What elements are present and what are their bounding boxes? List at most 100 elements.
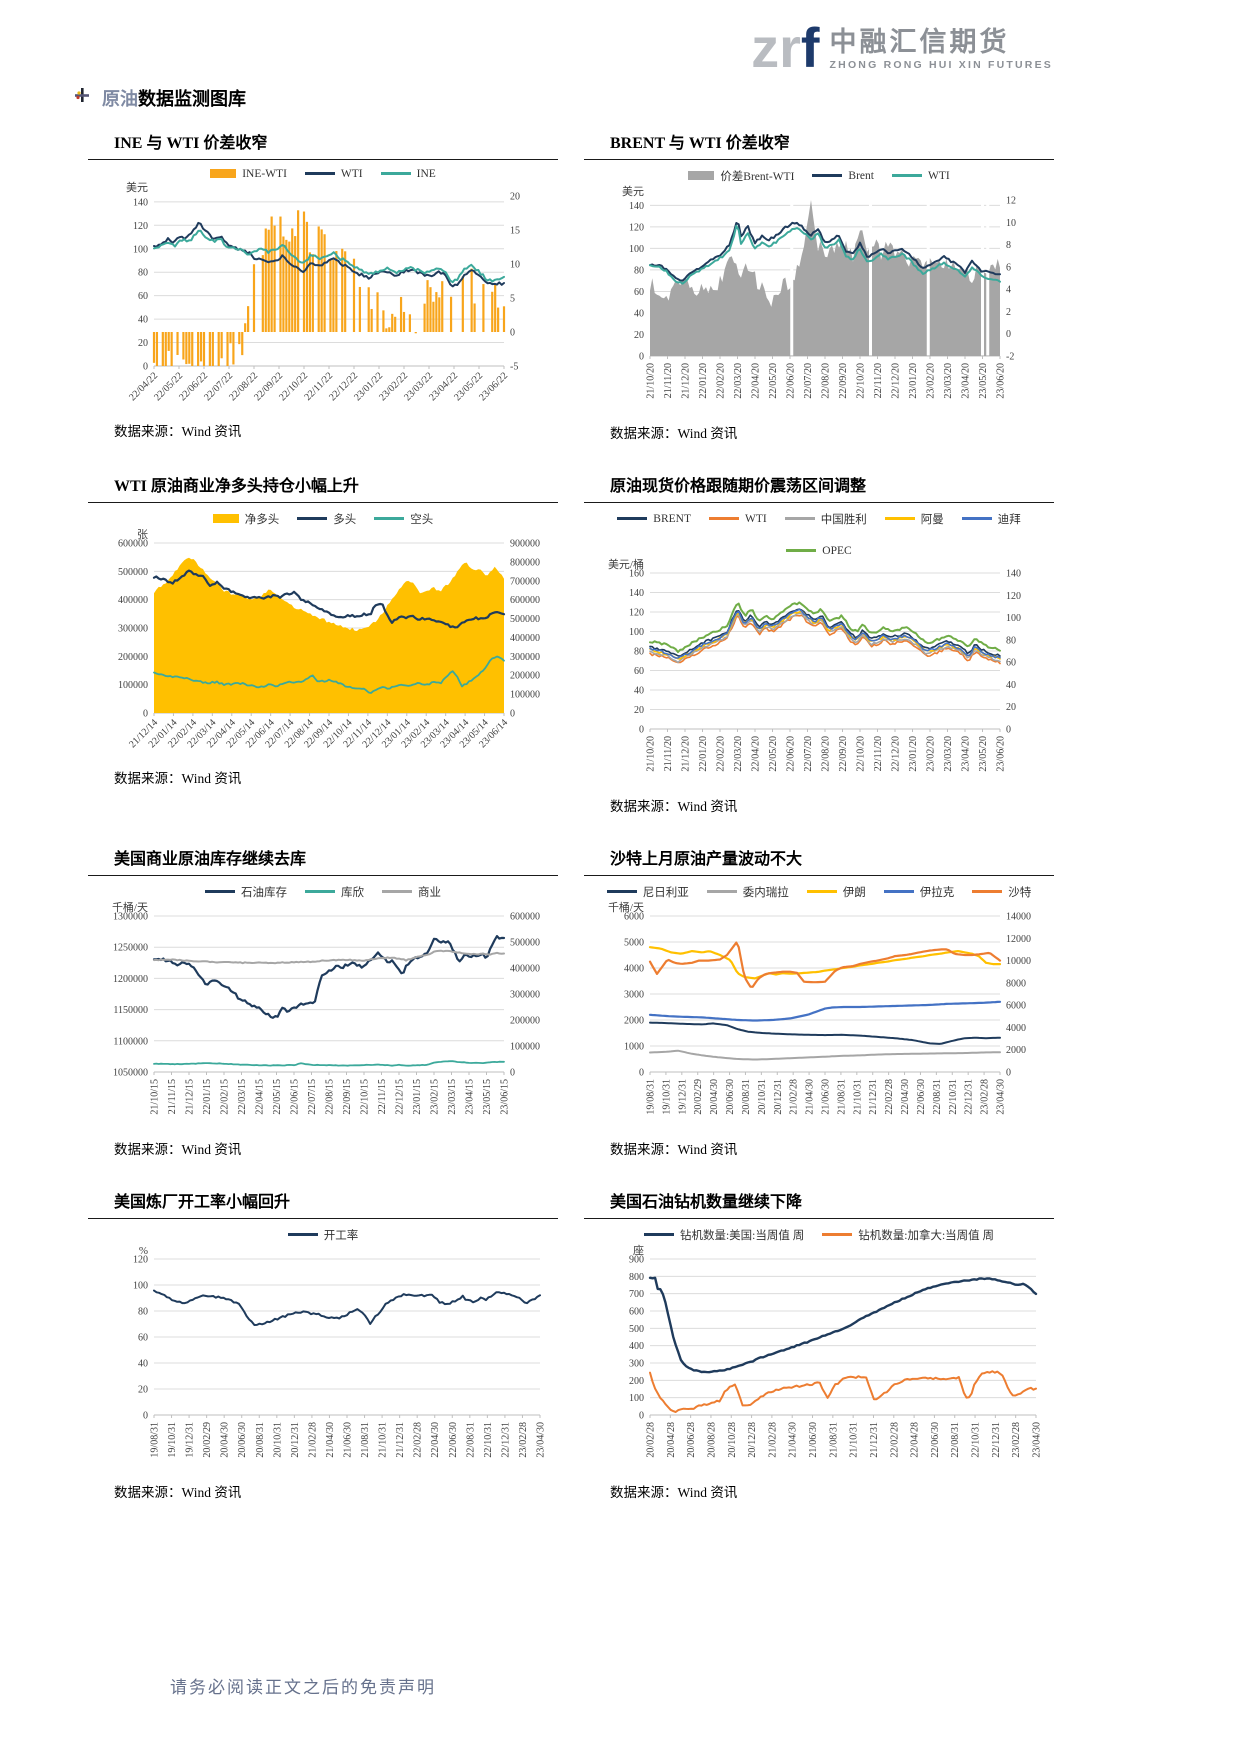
svg-text:40: 40 bbox=[634, 685, 644, 696]
svg-text:22/10/20: 22/10/20 bbox=[856, 736, 867, 772]
legend-swatch bbox=[304, 172, 335, 176]
svg-text:22/12/20: 22/12/20 bbox=[891, 736, 902, 772]
svg-text:100: 100 bbox=[133, 244, 148, 255]
legend-swatch bbox=[212, 514, 239, 524]
chart-source: 数据来源：Wind 资讯 bbox=[610, 1484, 738, 1500]
legend-label: WTI bbox=[340, 167, 363, 180]
svg-text:20/10/31: 20/10/31 bbox=[272, 1422, 283, 1458]
svg-text:0: 0 bbox=[510, 1067, 515, 1078]
svg-text:%: % bbox=[139, 1245, 148, 1257]
svg-text:22/12/20: 22/12/20 bbox=[891, 363, 902, 399]
svg-text:140: 140 bbox=[629, 588, 644, 599]
legend-label: 库欣 bbox=[341, 886, 364, 899]
legend-item: 伊拉克 bbox=[883, 884, 954, 900]
svg-text:100000: 100000 bbox=[510, 1041, 540, 1052]
svg-text:21/10/31: 21/10/31 bbox=[849, 1422, 860, 1458]
chart-legend: BRENT WTI 中国胜利 阿曼 迪拜 OPEC bbox=[584, 511, 1054, 557]
svg-text:60: 60 bbox=[1006, 657, 1016, 668]
svg-text:22/02/20: 22/02/20 bbox=[716, 363, 727, 399]
svg-text:80: 80 bbox=[1006, 635, 1016, 646]
svg-text:21/11/15: 21/11/15 bbox=[167, 1079, 178, 1114]
legend-swatch bbox=[891, 174, 922, 178]
svg-text:500000: 500000 bbox=[510, 614, 540, 625]
svg-text:1250000: 1250000 bbox=[113, 942, 148, 953]
svg-text:1150000: 1150000 bbox=[113, 1005, 148, 1016]
svg-text:22/04/28: 22/04/28 bbox=[910, 1422, 921, 1458]
legend-item: 价差Brent-WTI bbox=[688, 168, 794, 184]
svg-text:300: 300 bbox=[629, 1358, 644, 1369]
svg-text:22/06/30: 22/06/30 bbox=[916, 1079, 927, 1115]
section-bullet-icon bbox=[74, 87, 90, 108]
svg-text:21/04/30: 21/04/30 bbox=[788, 1422, 799, 1458]
svg-text:20/08/31: 20/08/31 bbox=[741, 1079, 752, 1115]
svg-text:22/01/20: 22/01/20 bbox=[698, 363, 709, 399]
svg-text:21/08/31: 21/08/31 bbox=[828, 1422, 839, 1458]
legend-item: INE-WTI bbox=[210, 168, 287, 180]
svg-text:1100000: 1100000 bbox=[113, 1036, 148, 1047]
chart-canvas: 尼日利亚 委内瑞拉 伊朗 伊拉克 沙特 6000 5000 4000 3000 2000 1000 0… bbox=[584, 884, 1054, 1134]
logo-names: 中融汇信期货 ZHONG RONG HUI XIN FUTURES bbox=[830, 28, 1053, 70]
legend-swatch bbox=[688, 171, 715, 181]
title-divider bbox=[88, 501, 558, 503]
svg-text:0: 0 bbox=[143, 361, 148, 372]
svg-text:140: 140 bbox=[1006, 568, 1021, 579]
chart-source: 数据来源：Wind 资讯 bbox=[610, 425, 738, 441]
chart-ine-wti-spread: INE 与 WTI 价差收窄 INE-WTI WTI INE 140 120 100 80 6… bbox=[88, 121, 558, 442]
chart-wti-net-long-positions: WTI 原油商业净多头持仓小幅上升 净多头 多头 空头 600000 500000 400… bbox=[88, 464, 558, 815]
legend-item: 钻机数量:美国:当周值 周 bbox=[643, 1227, 805, 1243]
chart-source: 数据来源：Wind 资讯 bbox=[610, 798, 738, 814]
legend-label: 钻机数量:美国:当周值 周 bbox=[679, 1229, 805, 1242]
chart-canvas: 净多头 多头 空头 600000 500000 400000 300000 200000 100… bbox=[88, 511, 558, 763]
legend-label: 沙特 bbox=[1008, 886, 1032, 899]
svg-text:22/03/20: 22/03/20 bbox=[733, 363, 744, 399]
svg-text:21/06/30: 21/06/30 bbox=[343, 1422, 354, 1458]
svg-text:22/02/28: 22/02/28 bbox=[413, 1422, 424, 1458]
chart-spot-prices: 原油现货价格跟随期价震荡区间调整 BRENT WTI 中国胜利 阿曼 迪拜 OPEC 160… bbox=[584, 464, 1054, 815]
svg-text:22/12/15: 22/12/15 bbox=[395, 1079, 406, 1115]
svg-text:22/05/20: 22/05/20 bbox=[768, 736, 779, 772]
chart-svg: 1300000 1250000 1200000 1150000 1100000 10500… bbox=[112, 900, 540, 1115]
svg-text:0: 0 bbox=[510, 708, 515, 719]
svg-text:美元: 美元 bbox=[126, 181, 148, 194]
chart-legend: 石油库存 库欣 商业 bbox=[88, 884, 558, 900]
svg-text:200: 200 bbox=[629, 1376, 644, 1387]
svg-text:美元/桶: 美元/桶 bbox=[608, 557, 644, 571]
svg-text:1050000: 1050000 bbox=[113, 1067, 148, 1078]
legend-item: 尼日利亚 bbox=[606, 884, 689, 900]
chart-svg: 900 800 700 600 500 400 300 200 100 0 座 20/02/28 20/… bbox=[629, 1243, 1043, 1458]
chart-brent-wti-spread: BRENT 与 WTI 价差收窄 价差Brent-WTI Brent WTI 140 1… bbox=[584, 121, 1054, 442]
chart-title: 原油现货价格跟随期价震荡区间调整 bbox=[610, 477, 867, 495]
legend-swatch bbox=[382, 890, 412, 894]
legend-swatch bbox=[806, 890, 837, 894]
svg-text:23/03/20: 23/03/20 bbox=[943, 363, 954, 399]
svg-text:100000: 100000 bbox=[118, 680, 148, 691]
svg-text:0: 0 bbox=[143, 1410, 148, 1421]
svg-text:21/10/20: 21/10/20 bbox=[646, 363, 657, 399]
svg-text:22/10/31: 22/10/31 bbox=[483, 1422, 494, 1458]
svg-text:22/06/20: 22/06/20 bbox=[786, 363, 797, 399]
chart-title: 美国石油钻机数量继续下降 bbox=[610, 1193, 803, 1211]
svg-text:22/12/31: 22/12/31 bbox=[500, 1422, 511, 1458]
svg-text:22/02/15: 22/02/15 bbox=[220, 1079, 231, 1115]
chart-legend: 开工率 bbox=[88, 1227, 558, 1243]
svg-text:22/08/20: 22/08/20 bbox=[821, 363, 832, 399]
svg-text:22/07/20: 22/07/20 bbox=[803, 736, 814, 772]
chart-us-refinery-utilization: 美国炼厂开工率小幅回升 开工率 120 100 80 60 40 20 0% 19/08/31 1… bbox=[88, 1180, 558, 1501]
svg-text:22/10/15: 22/10/15 bbox=[360, 1079, 371, 1115]
chart-legend: INE-WTI WTI INE bbox=[88, 168, 558, 180]
svg-text:21/08/31: 21/08/31 bbox=[360, 1422, 371, 1458]
section-title: 原油数据监测图库 bbox=[102, 85, 246, 111]
svg-text:千桶/天: 千桶/天 bbox=[608, 900, 644, 914]
legend-swatch bbox=[297, 517, 328, 521]
svg-text:40: 40 bbox=[138, 1358, 148, 1369]
svg-text:22/04/30: 22/04/30 bbox=[430, 1422, 441, 1458]
svg-text:20: 20 bbox=[138, 338, 148, 349]
svg-text:600000: 600000 bbox=[118, 538, 148, 549]
svg-text:-5: -5 bbox=[510, 361, 518, 372]
svg-text:20/12/28: 20/12/28 bbox=[747, 1422, 758, 1458]
svg-text:19/12/31: 19/12/31 bbox=[677, 1079, 688, 1115]
svg-text:900000: 900000 bbox=[510, 538, 540, 549]
svg-text:21/12/20: 21/12/20 bbox=[681, 736, 692, 772]
svg-text:21/10/15: 21/10/15 bbox=[150, 1079, 161, 1115]
svg-text:20/12/31: 20/12/31 bbox=[773, 1079, 784, 1115]
